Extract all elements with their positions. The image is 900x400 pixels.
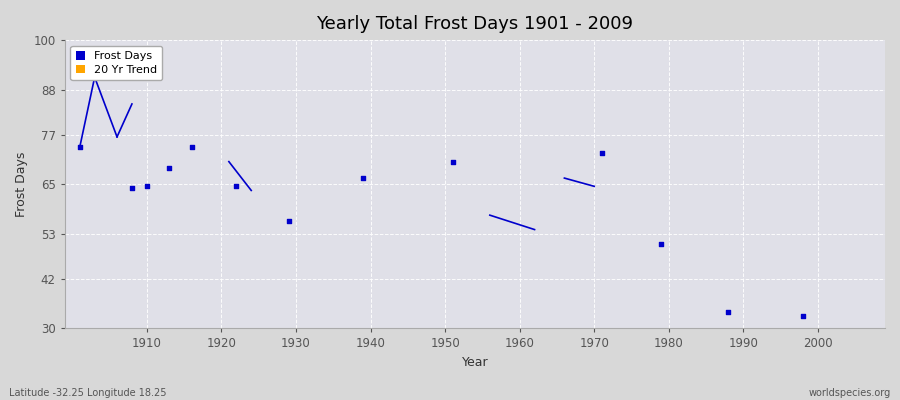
Point bbox=[796, 313, 810, 319]
Text: Latitude -32.25 Longitude 18.25: Latitude -32.25 Longitude 18.25 bbox=[9, 388, 166, 398]
Point bbox=[230, 183, 244, 190]
Point bbox=[125, 185, 140, 192]
Text: worldspecies.org: worldspecies.org bbox=[809, 388, 891, 398]
Point bbox=[162, 164, 176, 171]
Point bbox=[73, 144, 87, 150]
Point bbox=[184, 144, 199, 150]
Point bbox=[140, 183, 154, 190]
Legend: Frost Days, 20 Yr Trend: Frost Days, 20 Yr Trend bbox=[70, 46, 162, 80]
Point bbox=[282, 218, 296, 224]
Point bbox=[595, 150, 609, 156]
Point bbox=[446, 158, 460, 165]
Y-axis label: Frost Days: Frost Days bbox=[15, 152, 28, 217]
Point bbox=[654, 241, 669, 247]
X-axis label: Year: Year bbox=[462, 356, 488, 369]
Point bbox=[356, 175, 370, 181]
Point bbox=[721, 309, 735, 315]
Title: Yearly Total Frost Days 1901 - 2009: Yearly Total Frost Days 1901 - 2009 bbox=[317, 15, 634, 33]
